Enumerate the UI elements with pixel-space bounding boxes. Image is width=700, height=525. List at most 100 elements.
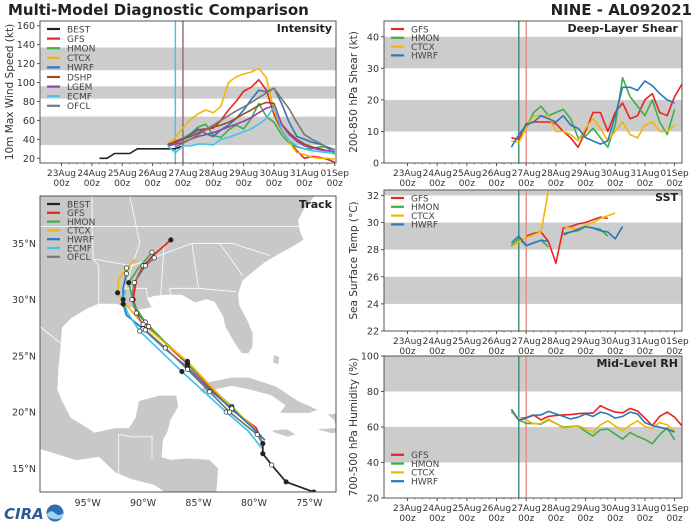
x-tick-date-label: 26Aug	[482, 504, 511, 514]
x-tick-date-label: 31Aug	[630, 504, 659, 514]
x-tick-hour-label: 00z	[666, 347, 682, 357]
y-tick-label: 160	[17, 21, 35, 32]
plot-frame	[39, 20, 337, 164]
x-tick-hour-label: 00z	[607, 179, 623, 189]
x-tick-date-label: 24Aug	[423, 169, 452, 179]
x-tick-hour-label: 00z	[399, 179, 415, 189]
legend-label: CTCX	[411, 43, 435, 53]
x-tick-date-label: 27Aug	[512, 169, 541, 179]
lon-tick-label: 95°W	[75, 498, 102, 509]
y-tick-label: 22	[367, 327, 379, 338]
track-point-ofcl	[142, 327, 148, 333]
track-point-ecmf	[137, 328, 143, 334]
x-tick-date-label: 30Aug	[601, 337, 630, 347]
legend-label: GFS	[67, 35, 85, 45]
x-tick-date-label: 23Aug	[393, 504, 422, 514]
legend-label: OFCL	[67, 253, 91, 263]
legend-label: ECMF	[67, 93, 92, 103]
lon-tick-label: 75°W	[296, 498, 323, 509]
x-tick-date-label: 01Sep	[660, 337, 689, 347]
legend-label: CTCX	[411, 212, 435, 222]
track-line-ecmf	[122, 290, 263, 449]
shaded-band	[384, 36, 682, 69]
series-line-hwrf	[510, 408, 675, 433]
series-line-ctcx	[510, 190, 616, 248]
x-tick-hour-label: 00z	[518, 347, 534, 357]
track-point-ctcx	[140, 321, 146, 327]
lon-tick-label: 80°W	[241, 498, 268, 509]
x-tick-date-label: 27Aug	[512, 337, 541, 347]
track-point-ofcl	[133, 310, 139, 316]
boundary-line	[40, 326, 63, 345]
x-tick-date-label: 26Aug	[482, 337, 511, 347]
lat-tick-label: 20°N	[12, 408, 36, 419]
series-line-dshp	[167, 101, 335, 153]
series-line-gfs	[518, 404, 682, 427]
series-line-ecmf	[167, 105, 335, 155]
x-tick-date-label: 31Aug	[630, 337, 659, 347]
track-point-gfs	[146, 324, 152, 330]
legend-label: LGEM	[67, 83, 92, 93]
track-point-best	[283, 479, 289, 485]
x-tick-date-label: 29Aug	[571, 169, 600, 179]
legend-label: GFS	[411, 194, 429, 204]
track-point-ecmf	[120, 296, 126, 303]
track-line-ofcl	[131, 257, 264, 445]
x-tick-hour-label: 00z	[488, 347, 504, 357]
x-tick-hour-label: 00z	[84, 179, 100, 189]
series-line-hmon	[518, 77, 676, 148]
shaded-band	[40, 47, 336, 71]
jamaica-land	[272, 428, 297, 438]
panel-title: Deep-Layer Shear	[567, 22, 678, 35]
track-point-ofcl	[129, 296, 135, 303]
shear-panel: 01020304023Aug00z24Aug00z25Aug00z26Aug00…	[348, 20, 689, 189]
x-tick-date-label: 24Aug	[77, 169, 106, 179]
legend-label: HWRF	[67, 236, 94, 246]
y-tick-label: 32	[367, 191, 379, 202]
track-point-ofcl	[162, 345, 168, 351]
x-tick-hour-label: 00z	[666, 514, 682, 524]
cuba-land	[199, 376, 320, 414]
legend-label: HMON	[67, 218, 95, 228]
panel-title: SST	[655, 191, 678, 204]
legend-label: HWRF	[411, 478, 438, 488]
y-tick-label: 120	[17, 59, 35, 70]
x-tick-hour-label: 00z	[548, 179, 564, 189]
north-america-land	[40, 196, 316, 492]
x-tick-hour-label: 00z	[327, 179, 343, 189]
series-line-ofcl	[175, 87, 336, 154]
shaded-band	[384, 276, 682, 304]
track-point-ctcx	[123, 265, 130, 271]
x-tick-hour-label: 00z	[175, 179, 191, 189]
x-tick-hour-label: 00z	[488, 514, 504, 524]
bahamas-land	[272, 354, 280, 366]
lat-tick-label: 25°N	[12, 351, 36, 362]
legend-label: DSHP	[67, 73, 92, 83]
x-tick-date-label: 28Aug	[541, 504, 570, 514]
y-tick-label: 40	[23, 135, 35, 146]
x-tick-date-label: 25Aug	[452, 504, 481, 514]
legend-label: HWRF	[67, 64, 94, 74]
y-tick-label: 24	[367, 299, 379, 310]
legend-label: HMON	[411, 203, 439, 213]
track-point-ecmf	[179, 369, 185, 375]
y-tick-label: 60	[367, 423, 379, 434]
x-tick-date-label: 24Aug	[423, 337, 452, 347]
series-line-ctcx	[510, 411, 676, 434]
x-tick-date-label: 23Aug	[47, 169, 76, 179]
x-tick-date-label: 26Aug	[138, 169, 167, 179]
legend-label: HMON	[67, 45, 95, 55]
y-tick-label: 40	[367, 458, 379, 469]
track-point-ofcl	[131, 280, 137, 286]
y-axis-label: 700-500 hPa Humidity (%)	[348, 358, 360, 497]
track-panel: 95°W 90°W 85°W 80°W 75°W 15°N 20°N 25°N 30°N 35°N…	[12, 195, 337, 509]
panel-title: Track	[299, 198, 333, 211]
x-tick-date-label: 23Aug	[393, 337, 422, 347]
x-tick-hour-label: 00z	[518, 179, 534, 189]
series-line-gfs	[511, 83, 682, 148]
x-tick-date-label: 31Aug	[630, 169, 659, 179]
legend-label: HWRF	[411, 52, 438, 62]
legend-label: CTCX	[411, 469, 435, 479]
x-tick-date-label: 01Sep	[660, 504, 689, 514]
y-axis-label: 200-850 hPa Shear (kt)	[348, 31, 360, 153]
